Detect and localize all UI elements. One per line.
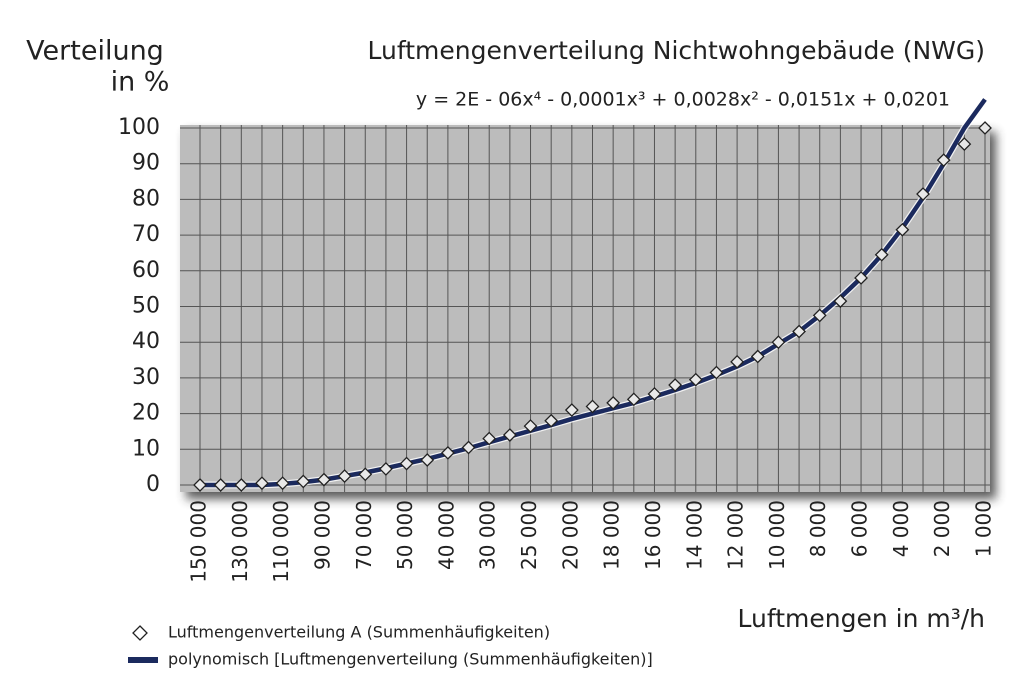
x-tick-label: 25 000 — [517, 500, 541, 570]
data-point — [213, 478, 228, 492]
y-tick-label: 60 — [132, 258, 160, 283]
data-point — [895, 222, 910, 237]
equation: y = 2E - 06x⁴ - 0,0001x³ + 0,0028x² - 0,… — [416, 89, 950, 111]
data-point — [626, 392, 641, 407]
data-point — [193, 478, 207, 492]
data-point — [812, 308, 827, 323]
data-point — [275, 476, 290, 491]
chart-title: Luftmengenverteilung Nichtwohngebäude (N… — [368, 36, 985, 65]
data-point — [647, 387, 662, 401]
data-point — [440, 445, 455, 460]
data-point — [936, 153, 951, 168]
legend-marker — [132, 625, 148, 641]
data-point — [957, 137, 972, 151]
y-tick-label: 80 — [132, 186, 160, 211]
x-label: Luftmengen in m³/h — [738, 604, 986, 633]
data-point — [420, 453, 435, 467]
y-tick-label: 0 — [146, 472, 160, 497]
x-tick-label: 20 000 — [558, 500, 582, 570]
data-point — [255, 476, 269, 491]
data-point — [461, 440, 476, 455]
y-label: in % — [111, 67, 170, 98]
y-tick-label: 90 — [132, 151, 160, 176]
x-tick-label: 12 000 — [724, 500, 748, 570]
x-tick-label: 14 000 — [682, 500, 706, 570]
x-tick-label: 130 000 — [228, 500, 252, 583]
x-tick-label: 18 000 — [600, 500, 624, 570]
data-point — [337, 469, 352, 483]
legend-label: polynomisch [Luftmengenverteilung (Summe… — [168, 650, 653, 669]
plot-area — [180, 125, 990, 492]
data-point — [296, 474, 311, 489]
y-tick-label: 70 — [132, 222, 160, 247]
data-point — [399, 456, 414, 471]
x-tick-label: 70 000 — [352, 500, 376, 570]
x-tick-label: 10 000 — [765, 500, 789, 570]
data-point — [523, 419, 538, 434]
x-tick-label: 30 000 — [476, 500, 500, 570]
data-point — [544, 413, 559, 428]
data-point — [482, 431, 497, 446]
x-tick-label: 2 000 — [930, 500, 954, 557]
data-point — [234, 478, 249, 492]
trend-line — [200, 98, 987, 488]
data-point — [978, 121, 992, 135]
y-tick-label: 30 — [132, 365, 160, 390]
x-tick-label: 16 000 — [641, 500, 665, 570]
data-point — [916, 187, 930, 201]
data-point — [606, 395, 621, 410]
x-tick-label: 110 000 — [269, 500, 293, 583]
data-point — [792, 324, 806, 339]
x-tick-label: 50 000 — [393, 500, 417, 570]
x-tick-label: 8 000 — [806, 500, 830, 557]
y-tick-label: 20 — [132, 401, 160, 426]
x-tick-label: 1 000 — [972, 500, 996, 557]
x-tick-label: 40 000 — [434, 500, 458, 570]
data-point — [668, 378, 683, 392]
legend-label: Luftmengenverteilung A (Summenhäufigkeit… — [168, 623, 550, 642]
y-label: Verteilung — [26, 36, 164, 67]
data-point — [709, 365, 724, 380]
data-point — [585, 399, 600, 414]
x-tick-label: 4 000 — [889, 500, 913, 557]
y-tick-label: 50 — [132, 294, 160, 319]
legend-marker — [128, 657, 158, 663]
legend: Luftmengenverteilung A (Summenhäufigkeit… — [128, 623, 653, 669]
data-point — [771, 335, 786, 350]
x-tick-label: 90 000 — [310, 500, 334, 570]
data-point — [833, 294, 848, 309]
y-tick-label: 10 — [132, 436, 160, 461]
data-point — [750, 349, 765, 364]
x-tick-label: 6 000 — [848, 500, 872, 557]
data-point — [502, 428, 517, 442]
data-point — [317, 472, 331, 487]
y-tick-label: 40 — [132, 329, 160, 354]
y-tick-label: 100 — [118, 115, 160, 140]
data-point — [358, 467, 373, 482]
data-point — [688, 372, 703, 387]
data-point — [564, 403, 579, 417]
data-point — [854, 271, 868, 285]
data-point — [730, 354, 745, 369]
data-point — [379, 462, 393, 476]
data-point — [874, 247, 889, 262]
x-tick-label: 150 000 — [187, 500, 211, 583]
